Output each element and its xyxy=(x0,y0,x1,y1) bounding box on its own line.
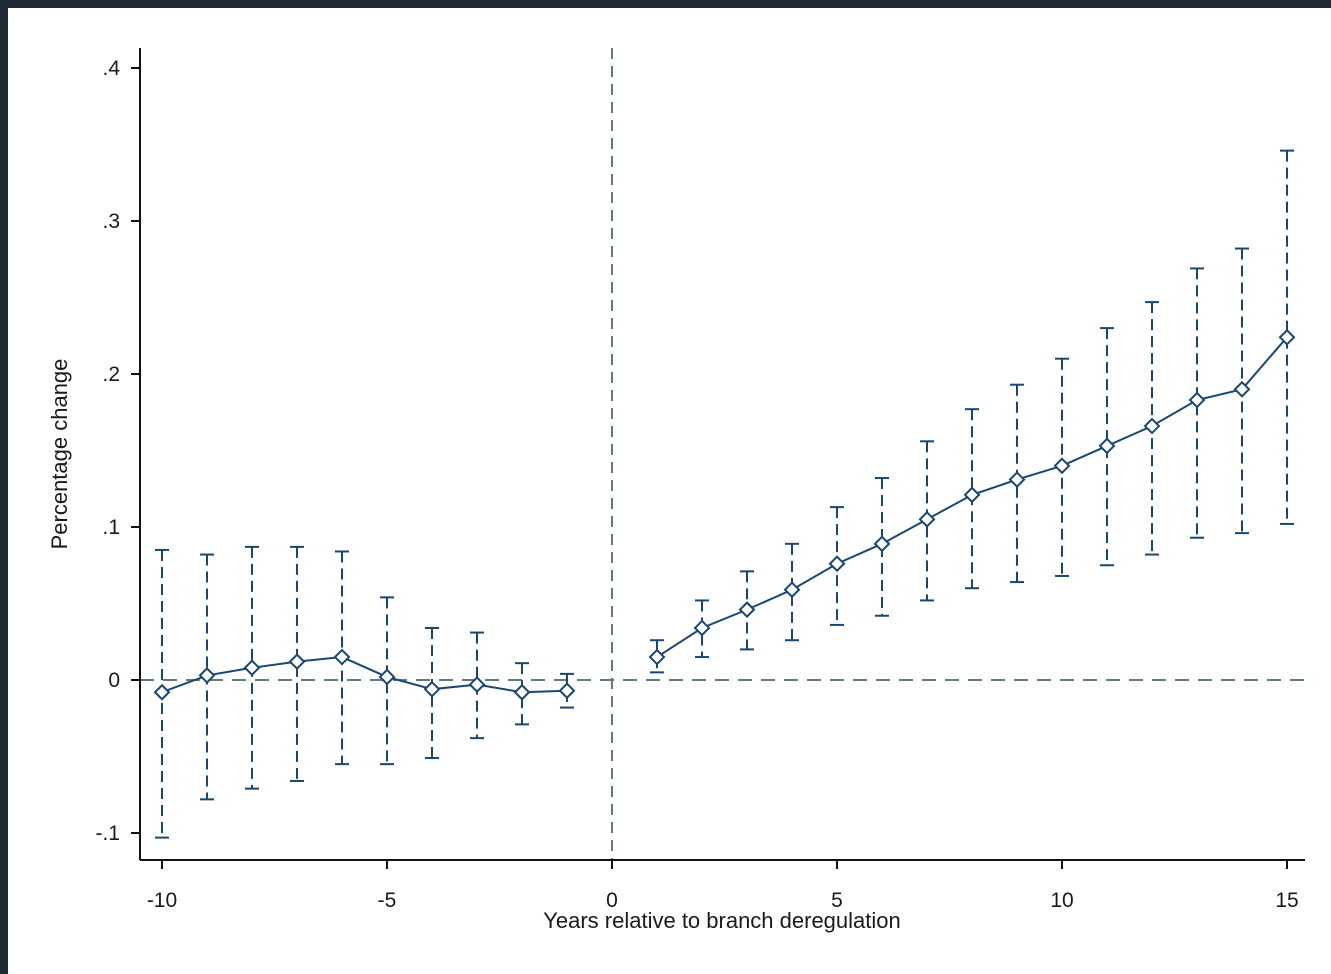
y-tick-label: .1 xyxy=(102,516,120,539)
y-tick-label: .2 xyxy=(102,363,120,386)
point-markers xyxy=(153,328,1296,701)
x-tick-label: -5 xyxy=(378,889,397,912)
data-point xyxy=(1143,417,1161,435)
data-point xyxy=(873,535,891,553)
x-tick-label: 15 xyxy=(1275,889,1298,912)
data-point xyxy=(1008,471,1026,488)
data-point xyxy=(153,683,171,701)
data-point xyxy=(1053,457,1071,475)
series-lines xyxy=(161,336,1288,694)
data-point xyxy=(198,666,216,684)
x-tick-label: 10 xyxy=(1050,889,1073,912)
data-point xyxy=(1098,437,1116,455)
data-point xyxy=(648,648,666,666)
data-point xyxy=(378,668,396,686)
data-point xyxy=(468,676,486,694)
chart-panel xyxy=(8,8,1331,974)
data-point xyxy=(828,555,846,573)
x-tick-label: 0 xyxy=(606,889,618,912)
data-point xyxy=(288,653,306,671)
reference-lines xyxy=(140,48,1310,860)
data-point xyxy=(243,659,261,677)
y-tick-label: 0 xyxy=(108,669,120,692)
x-axis-title: Years relative to branch deregulation xyxy=(543,908,901,933)
data-point xyxy=(558,682,576,700)
data-point xyxy=(1278,328,1296,346)
x-tick-label: 5 xyxy=(831,889,843,912)
x-tick-label: -10 xyxy=(147,889,177,912)
data-point xyxy=(963,486,981,504)
data-point xyxy=(693,619,711,637)
confidence-intervals xyxy=(155,149,1294,839)
y-axis-title: Percentage change xyxy=(47,359,72,550)
data-point xyxy=(738,601,756,619)
data-point xyxy=(918,510,936,528)
data-point xyxy=(423,680,441,698)
y-tick-label: -.1 xyxy=(95,822,120,845)
data-point xyxy=(333,648,351,666)
y-tick-label: .4 xyxy=(102,57,120,80)
data-point xyxy=(1188,391,1206,409)
series-line xyxy=(161,656,568,694)
data-point xyxy=(1233,380,1251,398)
y-tick-label: .3 xyxy=(102,210,120,233)
axes: -.1 0 .1 .2 .3 .4 -10 -5 0 5 10 15 xyxy=(95,48,1305,912)
data-point xyxy=(783,581,801,599)
data-point xyxy=(513,683,531,701)
